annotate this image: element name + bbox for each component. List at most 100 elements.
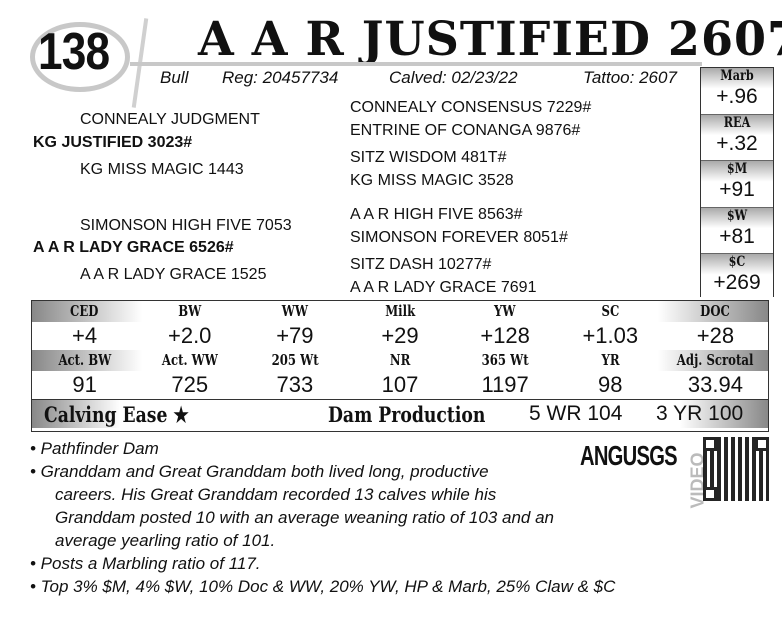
summary-row: Calving Ease ★ Dam Production 5 WR 104 3…	[32, 399, 768, 428]
actuals-label: YR	[601, 351, 620, 369]
epd-sw: $W +81	[701, 207, 773, 255]
tattoo: Tattoo: 2607	[583, 68, 677, 87]
note-line: • Pathfinder Dam	[30, 439, 159, 458]
actuals-label: NR	[389, 351, 411, 369]
note-line: Granddam posted 10 with an average weani…	[55, 508, 555, 527]
note-line: • Granddam and Great Granddam both lived…	[30, 462, 489, 481]
epd-value: +.96	[716, 85, 758, 108]
sire: KG JUSTIFIED 3023#	[33, 134, 193, 151]
epds-label: CED	[70, 302, 99, 320]
epds-cell: +128	[453, 322, 558, 350]
actual-header-row: Act. BW Act. WW 205 Wt NR 365 Wt YR Adj. Scrot…	[32, 350, 768, 371]
epds-value: +79	[276, 323, 314, 348]
epd-label: $C	[728, 254, 746, 271]
calved-date: Calved: 02/23/22	[389, 68, 518, 87]
epd-rea: REA +.32	[701, 114, 773, 162]
epd-sc: $C +269	[701, 254, 773, 300]
actuals-cell: Act. BW	[32, 350, 137, 371]
actuals-cell: 107	[347, 371, 452, 399]
actuals-cell: Adj. Scrotal	[663, 350, 768, 371]
epds-cell: Milk	[347, 301, 452, 322]
ds-dam: SIMONSON FOREVER 8051#	[350, 229, 568, 246]
note-line: • Top 3% $M, 4% $W, 10% Doc & WW, 20% YW…	[30, 577, 616, 596]
sd-sire: SITZ WISDOM 481T#	[350, 149, 507, 166]
epds-label: BW	[178, 302, 202, 320]
ss-sire: CONNEALY CONSENSUS 7229#	[350, 99, 592, 116]
lot-number: 138	[38, 23, 110, 81]
epds-cell: +79	[242, 322, 347, 350]
epds-cell: YW	[453, 301, 558, 322]
actuals-value: 725	[171, 372, 209, 397]
epd-value: +91	[719, 178, 755, 202]
actuals-cell: 98	[558, 371, 663, 399]
actuals-cell: 205 Wt	[242, 350, 347, 371]
epd-marb: Marb +.96	[701, 68, 773, 115]
epds-cell: +29	[347, 322, 452, 350]
actuals-value: 98	[598, 372, 623, 397]
epds-cell: +2.0	[137, 322, 242, 350]
dam-sire: SIMONSON HIGH FIVE 7053	[80, 217, 292, 234]
epds-value: +128	[480, 323, 530, 348]
actuals-value: 107	[381, 372, 419, 397]
epds-cell: +28	[663, 322, 768, 350]
sd-dam: KG MISS MAGIC 3528	[350, 172, 514, 189]
actuals-cell: 365 Wt	[453, 350, 558, 371]
note-line: careers. His Great Granddam recorded 13 …	[55, 485, 497, 504]
dam-production-label: Dam Production	[328, 402, 486, 427]
actuals-value: 733	[276, 372, 314, 397]
actuals-value: 1197	[481, 372, 529, 397]
yearling-ratio: 3 YR 100	[656, 402, 744, 425]
epd-label: REA	[723, 114, 751, 131]
ss-dam: ENTRINE OF CONANGA 9876#	[350, 122, 581, 139]
epds-value: +28	[696, 323, 735, 348]
epds-value: +1.03	[582, 323, 639, 348]
dam-dam: A A R LADY GRACE 1525	[80, 266, 267, 283]
epds-cell: +4	[32, 322, 137, 350]
epds-value: +4	[72, 323, 98, 348]
sire-dam: KG MISS MAGIC 1443	[80, 161, 244, 178]
actuals-cell: 1197	[453, 371, 558, 399]
stats-table: CED BW WW Milk YW SC DOC +4 +2.0 +79 +29 +128 +1.03…	[31, 300, 769, 432]
calving-ease: Calving Ease ★	[44, 402, 189, 427]
actuals-value: 33.94	[687, 372, 743, 397]
note-line: • Posts a Marbling ratio of 117.	[30, 554, 261, 573]
actuals-cell: NR	[347, 350, 452, 371]
actuals-label: Act. BW	[58, 351, 111, 369]
epd-label: $W	[726, 207, 748, 224]
notes: • Pathfinder Dam • Granddam and Great Gr…	[30, 437, 615, 598]
animal-name: A A R JUSTIFIED 2607	[198, 12, 782, 67]
lot-circle-logo	[30, 22, 130, 92]
epd-header-row: CED BW WW Milk YW SC DOC	[32, 301, 768, 322]
epd-label: Marb	[720, 68, 754, 84]
epds-label: WW	[281, 302, 308, 320]
actuals-cell: 733	[242, 371, 347, 399]
sire-sire: CONNEALY JUDGMENT	[80, 111, 260, 128]
epds-label: YW	[494, 302, 516, 320]
note-line: average yearling ratio of 101.	[55, 531, 276, 550]
actuals-label: Act. WW	[161, 351, 218, 369]
epds-label: Milk	[385, 302, 415, 320]
registration: Reg: 20457734	[222, 68, 339, 87]
dd-dam: A A R LADY GRACE 7691	[350, 279, 537, 296]
actuals-label: Adj. Scrotal	[677, 351, 754, 369]
actual-value-row: 91 725 733 107 1197 98 33.94	[32, 371, 768, 399]
qr-code[interactable]	[703, 437, 769, 501]
epd-value: +269	[713, 271, 761, 295]
epd-value: +.32	[716, 131, 758, 155]
actuals-cell: YR	[558, 350, 663, 371]
actuals-cell: 33.94	[663, 371, 768, 399]
epds-label: SC	[601, 302, 620, 320]
epd-label: $M	[726, 161, 748, 178]
epds-label: DOC	[700, 302, 731, 320]
epd-value: +81	[719, 224, 755, 248]
epds-value: +2.0	[167, 323, 212, 348]
actuals-cell: Act. WW	[137, 350, 242, 371]
epds-cell: SC	[558, 301, 663, 322]
divider	[130, 62, 702, 66]
epds-cell: WW	[242, 301, 347, 322]
epds-cell: +1.03	[558, 322, 663, 350]
weaning-ratio: 5 WR 104	[529, 402, 623, 425]
ds-sire: A A R HIGH FIVE 8563#	[350, 206, 523, 223]
epds-cell: BW	[137, 301, 242, 322]
